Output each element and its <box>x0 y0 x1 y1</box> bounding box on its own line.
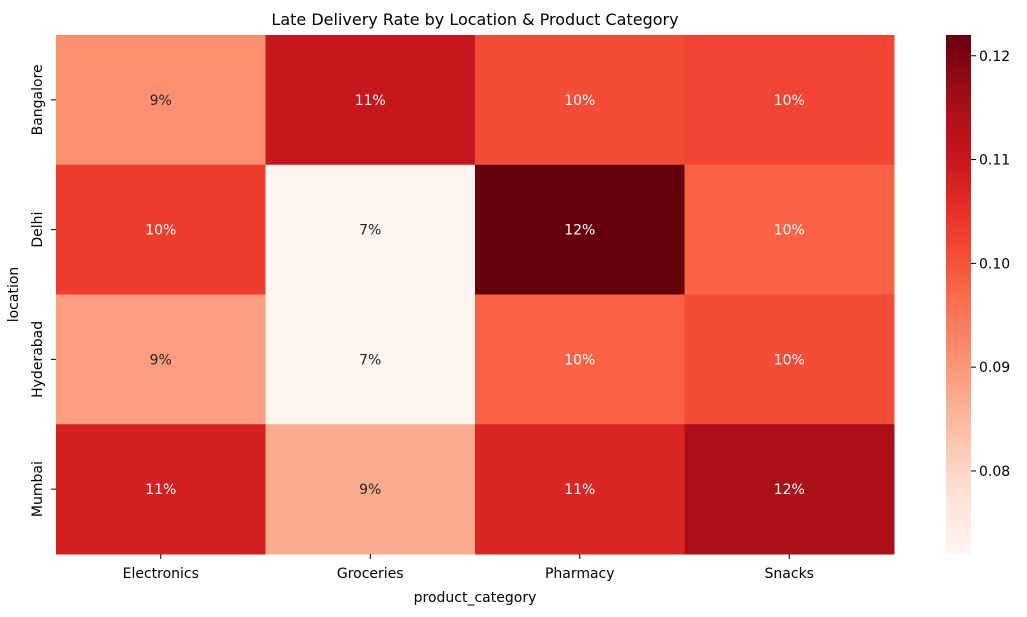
y-tick-label: Hyderabad <box>30 321 46 398</box>
cell-annotation: 7% <box>359 223 381 239</box>
heatmap-cell <box>684 424 895 555</box>
cell-annotation: 10% <box>145 223 176 239</box>
y-tick-label: Bangalore <box>30 64 46 135</box>
cell-annotation: 10% <box>774 352 805 368</box>
cell-annotation: 9% <box>150 352 172 368</box>
colorbar-tick-label: 0.12 <box>979 49 1010 65</box>
heatmap-cell <box>475 294 685 425</box>
y-tick-label: Mumbai <box>30 461 46 517</box>
heatmap-cell <box>265 164 476 295</box>
cell-annotation: 7% <box>359 352 381 368</box>
heatmap-cell <box>475 424 685 555</box>
heatmap-cell <box>475 164 685 295</box>
colorbar: 0.08 0.09 0.10 0.11 0.12 <box>946 35 1010 554</box>
cell-annotation: 11% <box>564 482 595 498</box>
heatmap-cell <box>56 294 266 425</box>
x-tick-label: Snacks <box>765 566 814 582</box>
heatmap-cell <box>56 164 266 295</box>
colorbar-tick-label: 0.09 <box>979 360 1010 376</box>
cell-annotation: 9% <box>150 93 172 109</box>
x-axis: Electronics Groceries Pharmacy Snacks <box>123 554 814 582</box>
heatmap-cells: 9% 11% 10% 10% 10% 7% 12% 10% 9% 7% 10% 10% 11% 9% 11%… <box>56 35 895 555</box>
heatmap-cell <box>684 35 895 166</box>
chart-title: Late Delivery Rate by Location & Product… <box>271 10 678 29</box>
cell-annotation: 10% <box>774 223 805 239</box>
colorbar-tick-label: 0.08 <box>979 464 1010 480</box>
cell-annotation: 11% <box>355 93 386 109</box>
cell-annotation: 9% <box>359 482 381 498</box>
y-axis-label: location <box>6 267 22 323</box>
cell-annotation: 11% <box>145 482 176 498</box>
heatmap-cell <box>684 164 895 295</box>
x-axis-label: product_category <box>414 590 537 606</box>
heatmap-cell <box>475 35 685 166</box>
y-axis: Bangalore Delhi Hyderabad Mumbai <box>30 64 56 517</box>
heatmap-cell <box>265 424 476 555</box>
heatmap-cell <box>265 35 476 166</box>
x-tick-label: Pharmacy <box>545 566 615 582</box>
y-tick-label: Delhi <box>30 212 46 248</box>
heatmap-cell <box>265 294 476 425</box>
cell-annotation: 12% <box>564 223 595 239</box>
cell-annotation: 10% <box>774 93 805 109</box>
x-tick-label: Electronics <box>123 566 199 582</box>
heatmap-cell <box>56 35 266 166</box>
cell-annotation: 12% <box>774 482 805 498</box>
heatmap-cell <box>56 424 266 555</box>
cell-annotation: 10% <box>564 352 595 368</box>
heatmap-cell <box>684 294 895 425</box>
x-tick-label: Groceries <box>337 566 404 582</box>
colorbar-tick-label: 0.10 <box>979 256 1010 272</box>
colorbar-gradient <box>946 35 971 554</box>
colorbar-tick-label: 0.11 <box>979 153 1010 169</box>
cell-annotation: 10% <box>564 93 595 109</box>
